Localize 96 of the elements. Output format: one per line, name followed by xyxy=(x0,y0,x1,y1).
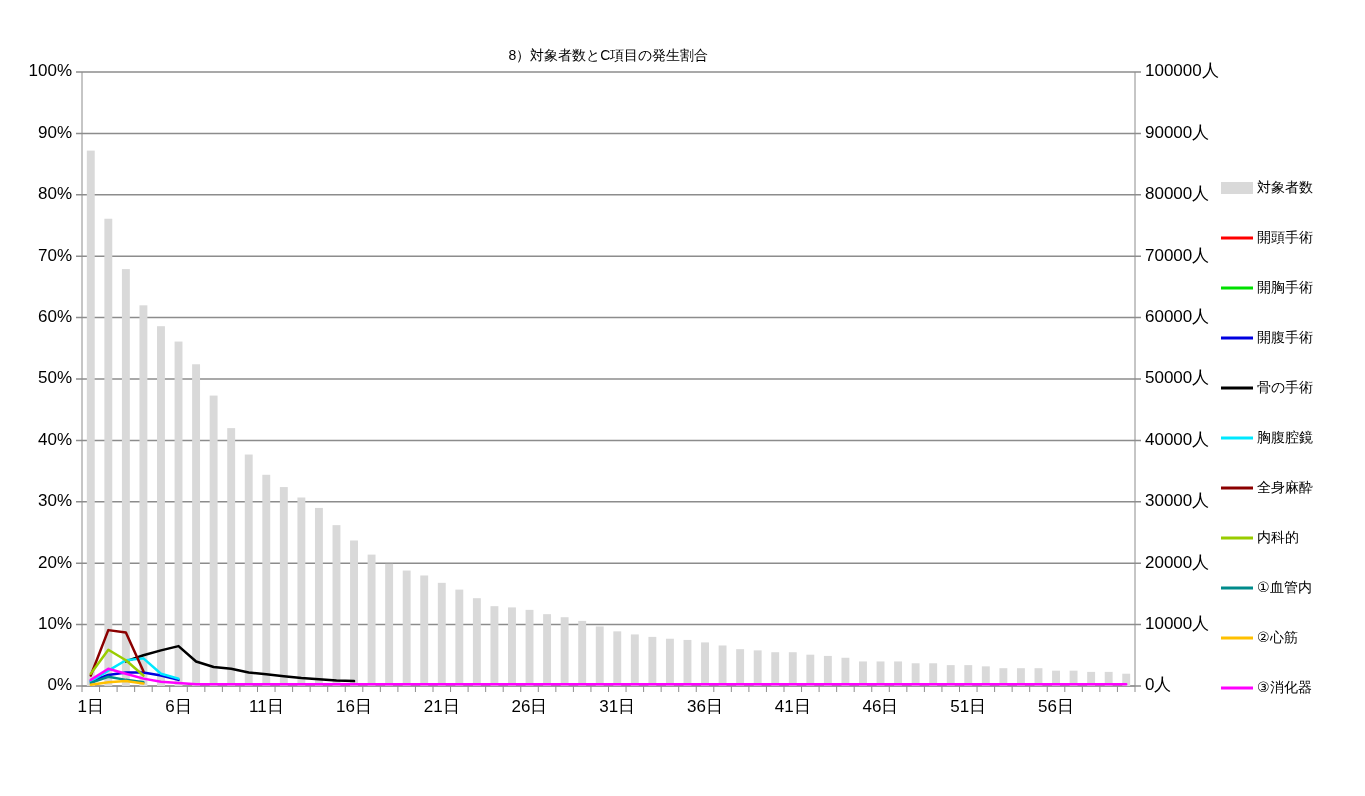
y-tick-label: 60% xyxy=(37,307,72,327)
y2-tick-label: 70000人 xyxy=(1145,245,1210,265)
bar xyxy=(665,638,674,686)
legend-label: 胸腹腔鏡 xyxy=(1257,428,1313,445)
y2-tick-label: 0人 xyxy=(1145,675,1172,695)
y2-tick-label: 10000人 xyxy=(1145,614,1210,634)
line-series xyxy=(89,667,1128,686)
legend-label: 開胸手術 xyxy=(1257,278,1313,295)
bar xyxy=(788,652,797,686)
x-tick-label: 41日 xyxy=(774,697,811,716)
line-series xyxy=(124,644,356,683)
y2-tick-label: 50000人 xyxy=(1145,368,1210,388)
y-tick-label: 70% xyxy=(37,245,72,265)
bar xyxy=(648,636,657,686)
bar xyxy=(771,652,780,686)
legend-label: 骨の手術 xyxy=(1257,378,1313,395)
legend-label: ③消化器 xyxy=(1257,678,1312,695)
y-tick-label: 30% xyxy=(37,491,72,511)
bar xyxy=(297,497,306,686)
bar xyxy=(227,428,236,686)
bar xyxy=(911,663,920,686)
bar xyxy=(121,269,130,686)
legend-label: ①血管内 xyxy=(1257,578,1312,595)
x-tick-label: 6日 xyxy=(165,697,192,716)
bar xyxy=(894,661,903,686)
bar xyxy=(595,626,604,686)
bar xyxy=(279,487,288,686)
legend-label: 開頭手術 xyxy=(1257,228,1313,245)
y2-tick-label: 80000人 xyxy=(1145,184,1210,204)
bar xyxy=(420,575,429,686)
bar xyxy=(929,663,938,686)
y-tick-label: 40% xyxy=(37,429,72,449)
x-tick-label: 51日 xyxy=(950,697,987,716)
bar xyxy=(262,474,271,686)
y-tick-label: 100% xyxy=(28,61,72,81)
bar xyxy=(806,654,815,686)
legend-label: 開腹手術 xyxy=(1257,328,1313,345)
x-tick-label: 21日 xyxy=(423,697,460,716)
bar xyxy=(823,655,832,686)
y-tick-label: 90% xyxy=(37,122,72,142)
bar xyxy=(402,570,411,686)
x-tick-label: 31日 xyxy=(599,697,636,716)
bar xyxy=(578,620,587,686)
line-series xyxy=(89,648,145,677)
bar xyxy=(314,507,323,686)
bar xyxy=(472,598,481,686)
bar xyxy=(350,540,358,686)
bar xyxy=(157,326,165,686)
y-tick-label: 80% xyxy=(37,184,72,204)
y-tick-label: 0% xyxy=(47,675,72,695)
y2-tick-label: 60000人 xyxy=(1145,307,1210,327)
x-tick-label: 56日 xyxy=(1038,697,1074,716)
bar xyxy=(630,634,639,686)
y2-tick-label: 100000人 xyxy=(1145,61,1219,81)
bar xyxy=(192,364,201,686)
bar xyxy=(613,631,622,686)
x-tick-label: 16日 xyxy=(336,697,372,716)
bar xyxy=(718,645,727,686)
y-tick-label: 20% xyxy=(37,552,72,572)
bar xyxy=(859,661,867,686)
bar xyxy=(543,614,552,686)
bar xyxy=(139,305,148,686)
y-tick-label: 50% xyxy=(37,368,72,388)
bar xyxy=(385,563,394,686)
legend-label: ②心筋 xyxy=(1257,628,1298,645)
legend-label: 内科的 xyxy=(1257,528,1299,545)
bar xyxy=(753,650,762,686)
bar xyxy=(86,150,95,686)
bar xyxy=(560,617,569,686)
bar xyxy=(104,218,113,686)
x-tick-label: 46日 xyxy=(862,697,899,716)
bar xyxy=(701,642,709,686)
bar xyxy=(964,665,973,686)
y-tick-label: 10% xyxy=(37,614,72,634)
x-tick-label: 11日 xyxy=(248,697,284,716)
legend-label: 全身麻酔 xyxy=(1257,478,1313,495)
bar xyxy=(946,665,955,686)
y2-tick-label: 90000人 xyxy=(1145,122,1210,142)
bar xyxy=(841,657,850,686)
y2-tick-label: 40000人 xyxy=(1145,429,1210,449)
bar xyxy=(490,606,499,686)
bar xyxy=(455,589,464,686)
x-tick-label: 36日 xyxy=(687,697,723,716)
bar xyxy=(437,582,446,686)
y2-tick-label: 20000人 xyxy=(1145,552,1210,572)
legend-label: 対象者数 xyxy=(1257,178,1313,195)
bar xyxy=(244,454,253,686)
bar xyxy=(367,554,376,686)
bar xyxy=(508,607,516,686)
chart-title: 8）対象者数とC項目の発生割合 xyxy=(508,47,709,63)
x-tick-label: 26日 xyxy=(511,697,548,716)
line-series xyxy=(89,628,145,677)
bar xyxy=(209,395,218,686)
bar xyxy=(736,649,745,686)
x-tick-label: 1日 xyxy=(77,697,105,716)
y2-tick-label: 30000人 xyxy=(1145,491,1210,511)
